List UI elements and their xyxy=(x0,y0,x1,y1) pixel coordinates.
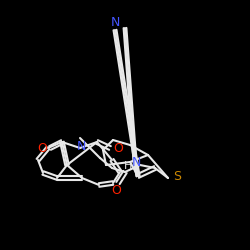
Text: H: H xyxy=(124,161,132,171)
Text: N: N xyxy=(76,140,86,153)
Text: N: N xyxy=(110,16,120,30)
Text: O: O xyxy=(111,184,121,196)
Text: S: S xyxy=(173,170,181,183)
Text: N: N xyxy=(131,156,141,168)
Text: O: O xyxy=(37,142,47,156)
Text: O: O xyxy=(113,142,123,156)
